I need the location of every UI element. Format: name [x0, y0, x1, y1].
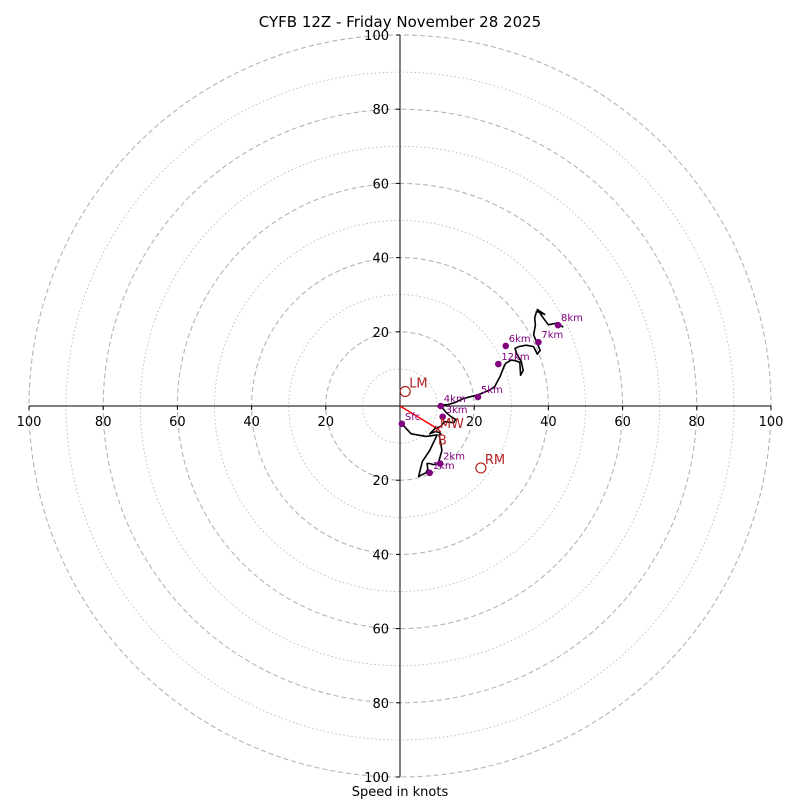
height-point	[554, 321, 562, 329]
height-label: 8km	[561, 313, 583, 324]
x-tick-label: 40	[243, 415, 260, 430]
height-label: 1km	[433, 461, 455, 472]
y-tick-label: 80	[372, 697, 389, 712]
mean-wind-vector	[399, 405, 439, 430]
x-tick-label: 80	[95, 415, 112, 430]
motion-marker	[475, 462, 487, 474]
height-label: 3km	[446, 405, 468, 416]
y-tick-label: 100	[364, 771, 389, 786]
y-tick-label: 40	[372, 252, 389, 267]
height-label: 5km	[481, 385, 503, 396]
motion-label: MW	[440, 417, 464, 432]
hodograph-trace-group	[401, 308, 564, 478]
y-tick-label: 20	[372, 326, 389, 341]
motion-marker	[434, 425, 442, 433]
x-axis-label: Speed in knots	[352, 785, 449, 800]
chart-title: CYFB 12Z - Friday November 28 2025	[259, 13, 541, 31]
height-point	[474, 393, 482, 401]
x-tick-label: 20	[466, 415, 483, 430]
motion-label: LM	[409, 377, 427, 392]
motion-marker	[399, 385, 411, 398]
x-tick-label: 80	[689, 415, 706, 430]
height-point	[436, 460, 444, 467]
height-point	[535, 338, 542, 346]
y-tick-label: 20	[372, 474, 389, 489]
storm-motion-markers: LM RM MWB	[399, 377, 505, 474]
y-tick-label: 100	[364, 29, 389, 44]
height-point	[426, 469, 433, 477]
height-label: 7km	[541, 330, 563, 341]
motion-label: B	[438, 433, 447, 448]
height-point	[502, 342, 510, 350]
x-tick-label: 40	[540, 415, 557, 430]
x-tick-label: 60	[169, 415, 186, 430]
y-tick-label: 40	[372, 548, 389, 563]
height-point	[398, 420, 406, 428]
y-tick-label: 60	[372, 623, 389, 638]
hodograph-trace	[401, 308, 564, 478]
height-label: 2km	[443, 452, 465, 463]
height-point	[439, 413, 446, 421]
x-tick-label: 100	[759, 415, 784, 430]
x-tick-label: 100	[17, 415, 42, 430]
x-tick-label: 20	[318, 415, 335, 430]
y-tick-label: 80	[372, 103, 389, 118]
height-label: 4km	[444, 394, 466, 405]
tick-labels: 100 80 60 40 20 20 40 60 80 100 100 80 60 40 20 20 40 60 8…	[17, 29, 784, 786]
height-label: 12km	[501, 352, 529, 363]
height-point	[437, 402, 445, 410]
motion-label: RM	[485, 453, 505, 468]
height-point	[495, 360, 502, 368]
y-tick-label: 60	[372, 177, 389, 192]
height-label: Sfc	[405, 412, 420, 423]
height-label: 6km	[509, 334, 531, 345]
mean-wind-vector-group	[399, 405, 439, 430]
x-tick-label: 60	[614, 415, 631, 430]
